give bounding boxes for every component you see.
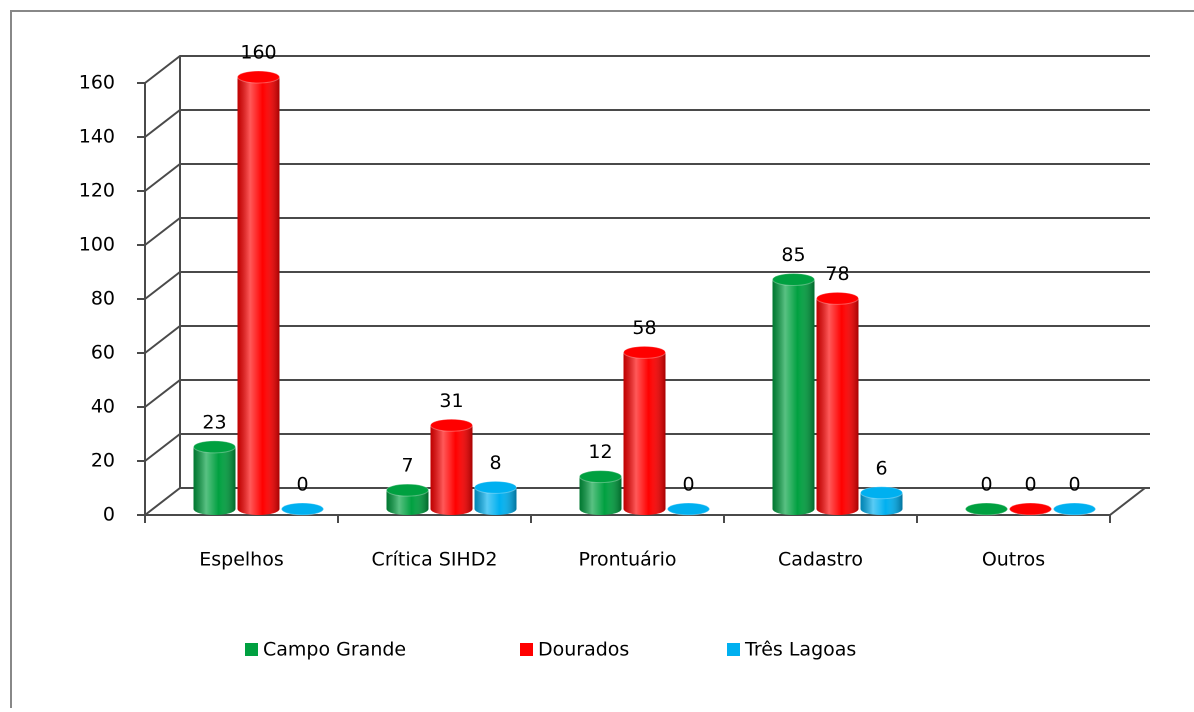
bar-top [386,483,429,497]
value-label: 0 [980,474,992,496]
grid-line [144,217,1150,246]
y-tick-label: 20 [91,450,115,472]
legend-swatch [520,643,533,656]
legend-swatch [245,643,258,656]
value-label: 0 [682,474,694,496]
legend-label: Dourados [538,639,629,661]
x-tick-label: Outros [982,549,1045,571]
bar-shade [579,476,622,515]
bar-shade [623,352,666,515]
y-tick-label: 40 [91,396,115,418]
bar-top [772,273,815,286]
value-label: 12 [588,441,612,463]
value-label: 0 [1024,474,1036,496]
grid-line [144,55,1150,84]
bar-top [193,440,236,454]
legend-label: Campo Grande [263,639,406,661]
grid-line [144,109,1150,138]
y-tick-label: 60 [91,342,115,364]
x-tick-label: Crítica SIHD2 [372,549,498,571]
grid-line [144,163,1150,192]
value-label: 6 [875,457,887,479]
bar-top [623,345,666,359]
bar-top [237,70,280,84]
bar-top [816,291,859,305]
bar-top [1009,502,1052,516]
value-label: 78 [825,263,849,285]
bar-shade [430,425,473,515]
y-tick-label: 80 [91,288,115,310]
x-tick-label: Prontuário [578,549,676,571]
bar-shade [772,279,815,515]
x-tick-label: Cadastro [778,549,863,571]
bar-shade [816,298,859,515]
bar-top [579,470,622,484]
grid-line [144,271,1150,300]
value-label: 23 [202,411,226,433]
y-tick-label: 140 [79,126,115,148]
bar-shade [474,487,517,515]
x-tick-label: Espelhos [199,549,284,571]
bar-top [965,502,1008,516]
value-label: 31 [439,390,463,412]
bar-top [281,502,324,516]
bar-top [1053,502,1096,516]
frame [10,10,1194,712]
legend-label: Três Lagoas [744,639,856,661]
value-label: 85 [781,244,805,266]
bar-shade [386,490,429,515]
y-tick-label: 120 [79,180,115,202]
y-tick-label: 0 [103,504,115,526]
bar-top [667,502,710,516]
y-tick-label: 160 [79,72,115,94]
y-tick-label: 100 [79,234,115,256]
value-label: 0 [1068,474,1080,496]
bar-shade [237,77,280,515]
legend-swatch [727,643,740,656]
value-label: 7 [401,455,413,477]
bar-top [474,480,517,494]
bar-top [860,486,903,500]
value-label: 160 [240,42,276,64]
value-label: 8 [489,452,501,474]
bar-shade [860,492,903,515]
value-label: 58 [632,317,656,339]
bar-top [430,418,473,432]
value-label: 0 [296,474,308,496]
bar-shade [193,446,236,515]
